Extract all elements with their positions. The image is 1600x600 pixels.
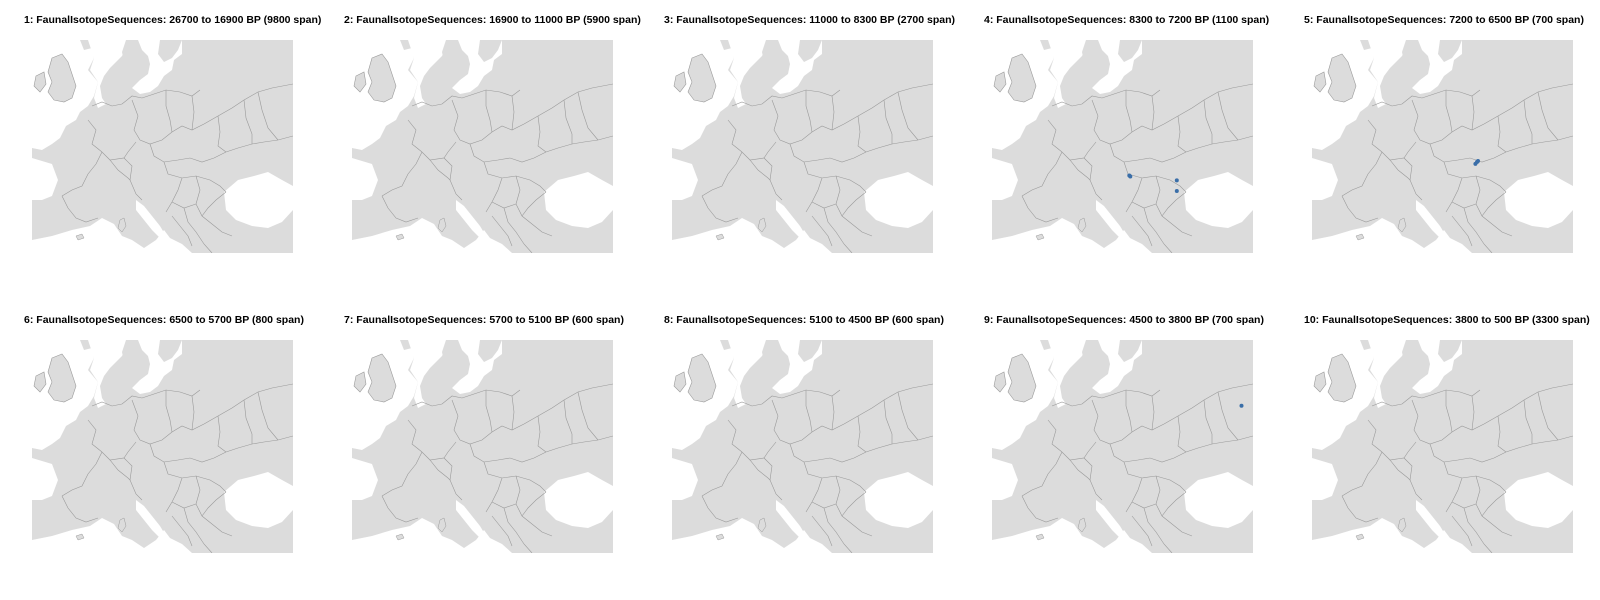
site-point xyxy=(1174,189,1179,193)
panel-title: 4: FaunalIsotopeSequences: 8300 to 7200 … xyxy=(984,14,1270,26)
site-point xyxy=(1128,174,1133,179)
map-panel: 1: FaunalIsotopeSequences: 26700 to 1690… xyxy=(24,14,322,294)
europe-map xyxy=(32,340,293,553)
europe-map xyxy=(992,40,1253,253)
europe-map xyxy=(672,40,933,253)
map-panel: 4: FaunalIsotopeSequences: 8300 to 7200 … xyxy=(984,14,1270,294)
panel-title: 1: FaunalIsotopeSequences: 26700 to 1690… xyxy=(24,14,322,26)
panel-title: 6: FaunalIsotopeSequences: 6500 to 5700 … xyxy=(24,314,304,326)
site-point xyxy=(1239,403,1244,408)
europe-map xyxy=(992,340,1253,553)
map-panel: 2: FaunalIsotopeSequences: 16900 to 1100… xyxy=(344,14,641,294)
map-panel: 3: FaunalIsotopeSequences: 11000 to 8300… xyxy=(664,14,956,294)
site-point xyxy=(1476,159,1480,163)
panel-title: 9: FaunalIsotopeSequences: 4500 to 3800 … xyxy=(984,314,1264,326)
europe-map xyxy=(672,340,933,553)
panel-title: 8: FaunalIsotopeSequences: 5100 to 4500 … xyxy=(664,314,944,326)
map-panel: 8: FaunalIsotopeSequences: 5100 to 4500 … xyxy=(664,314,944,594)
panel-title: 3: FaunalIsotopeSequences: 11000 to 8300… xyxy=(664,14,956,26)
europe-map xyxy=(32,40,293,253)
europe-map xyxy=(352,340,613,553)
panel-title: 10: FaunalIsotopeSequences: 3800 to 500 … xyxy=(1304,314,1590,326)
panel-title: 5: FaunalIsotopeSequences: 7200 to 6500 … xyxy=(1304,14,1584,26)
map-panel: 9: FaunalIsotopeSequences: 4500 to 3800 … xyxy=(984,314,1264,594)
map-panel: 6: FaunalIsotopeSequences: 6500 to 5700 … xyxy=(24,314,304,594)
europe-map xyxy=(1312,340,1573,553)
europe-map xyxy=(352,40,613,253)
site-point xyxy=(1174,178,1179,183)
europe-map xyxy=(1312,40,1573,253)
map-panel: 5: FaunalIsotopeSequences: 7200 to 6500 … xyxy=(1304,14,1584,294)
panel-title: 2: FaunalIsotopeSequences: 16900 to 1100… xyxy=(344,14,641,26)
map-panel: 7: FaunalIsotopeSequences: 5700 to 5100 … xyxy=(344,314,624,594)
panel-title: 7: FaunalIsotopeSequences: 5700 to 5100 … xyxy=(344,314,624,326)
map-panel: 10: FaunalIsotopeSequences: 3800 to 500 … xyxy=(1304,314,1590,594)
